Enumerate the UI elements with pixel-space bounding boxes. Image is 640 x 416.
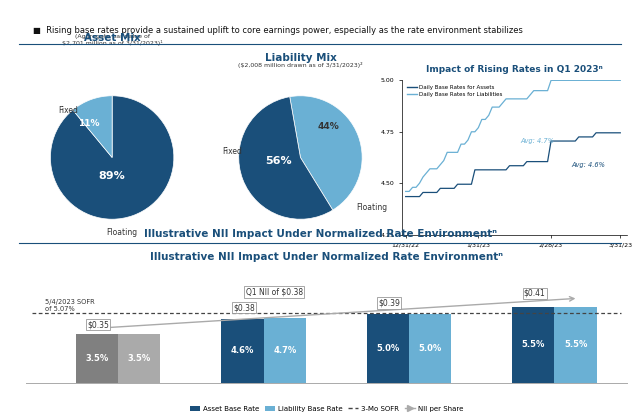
Text: Fixed: Fixed xyxy=(58,106,78,115)
Text: Fixed: Fixed xyxy=(222,147,242,156)
Text: Impact of Rising Rates in Q1 2023ⁿ: Impact of Rising Rates in Q1 2023ⁿ xyxy=(426,65,603,74)
Text: ($2,008 million drawn as of 3/31/2023)²: ($2,008 million drawn as of 3/31/2023)² xyxy=(238,62,363,68)
Wedge shape xyxy=(73,96,112,158)
Text: Floating: Floating xyxy=(106,228,137,237)
Bar xyxy=(76,334,118,383)
Text: 44%: 44% xyxy=(317,122,339,131)
Bar xyxy=(512,307,554,383)
Text: 89%: 89% xyxy=(99,171,125,181)
Bar xyxy=(221,319,264,383)
Bar xyxy=(118,334,161,383)
Text: 56%: 56% xyxy=(266,156,292,166)
Text: $0.35: $0.35 xyxy=(88,320,109,329)
Text: ■  Rising base rates provide a sustained uplift to core earnings power, especial: ■ Rising base rates provide a sustained … xyxy=(33,26,523,35)
Text: Q1 NII of $0.38: Q1 NII of $0.38 xyxy=(246,287,303,297)
Text: Avg: 4.7%: Avg: 4.7% xyxy=(520,138,554,144)
Title: Liability Mix: Liability Mix xyxy=(264,53,337,63)
Text: 4.6%: 4.6% xyxy=(231,347,254,356)
Legend: Asset Base Rate, Liability Base Rate, 3-Mo SOFR, NII per Share: Asset Base Rate, Liability Base Rate, 3-… xyxy=(187,403,466,414)
Text: 5.0%: 5.0% xyxy=(419,344,442,353)
Bar xyxy=(409,314,451,383)
Bar xyxy=(367,314,409,383)
Wedge shape xyxy=(290,96,362,210)
Title: Illustrative NII Impact Under Normalized Rate Environmentⁿ: Illustrative NII Impact Under Normalized… xyxy=(150,252,503,262)
Text: 3.5%: 3.5% xyxy=(128,354,151,363)
Text: Floating: Floating xyxy=(356,203,387,212)
Text: $0.38: $0.38 xyxy=(233,303,255,312)
Text: 5/4/2023 SOFR
of 5.07%: 5/4/2023 SOFR of 5.07% xyxy=(45,299,95,312)
Text: Illustrative NII Impact Under Normalized Rate Environmentⁿ: Illustrative NII Impact Under Normalized… xyxy=(143,229,497,239)
Text: 5.5%: 5.5% xyxy=(564,340,588,349)
Text: Avg: 4.6%: Avg: 4.6% xyxy=(572,162,605,168)
Text: 4.7%: 4.7% xyxy=(273,346,296,355)
Text: (Aggregate par value of
$2,701 million as of 3/31/2023)¹: (Aggregate par value of $2,701 million a… xyxy=(62,34,163,47)
Text: 11%: 11% xyxy=(78,119,100,128)
Legend: Daily Base Rates for Assets, Daily Base Rates for Liabilities: Daily Base Rates for Assets, Daily Base … xyxy=(405,83,504,99)
Text: 5.5%: 5.5% xyxy=(522,340,545,349)
Bar xyxy=(264,318,306,383)
Wedge shape xyxy=(239,97,333,219)
Title: Asset Mix: Asset Mix xyxy=(84,33,141,43)
Wedge shape xyxy=(51,96,174,219)
Text: 3.5%: 3.5% xyxy=(85,354,109,363)
Text: $0.39: $0.39 xyxy=(378,299,400,307)
Text: 5.0%: 5.0% xyxy=(376,344,399,353)
Bar xyxy=(554,307,596,383)
Text: $0.41: $0.41 xyxy=(524,289,545,298)
